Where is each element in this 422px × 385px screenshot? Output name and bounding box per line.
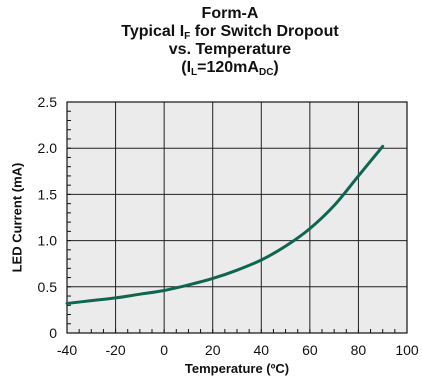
y-tick-label: 1.5 xyxy=(38,186,58,202)
plot-area xyxy=(67,102,407,333)
series-layer xyxy=(65,144,385,305)
x-tick-label: 100 xyxy=(395,342,419,358)
y-tick-label: 2.0 xyxy=(38,140,58,156)
x-tick-label: 40 xyxy=(253,342,269,358)
x-tick-label: -20 xyxy=(105,342,125,358)
x-axis-label: Temperature (ºC) xyxy=(185,361,289,376)
chart-title: Form-A xyxy=(201,5,259,22)
chart-subtitle-2: vs. Temperature xyxy=(168,41,292,58)
x-tick-label: 60 xyxy=(302,342,318,358)
y-tick-label: 2.5 xyxy=(38,94,58,110)
x-tick-label: -40 xyxy=(57,342,77,358)
x-tick-label: 0 xyxy=(160,342,168,358)
y-tick-label: 0.5 xyxy=(38,279,58,295)
y-tick-labels: 0 0.5 1.0 1.5 2.0 2.5 xyxy=(38,94,58,341)
x-tick-labels: -40 -20 0 20 40 60 80 100 xyxy=(57,342,419,358)
chart-condition: (IL=120mADC) xyxy=(181,59,279,78)
x-tick-label: 80 xyxy=(351,342,367,358)
x-tick-label: 20 xyxy=(205,342,221,358)
y-tick-label: 1.0 xyxy=(38,233,58,249)
chart-subtitle: Typical IF for Switch Dropout xyxy=(121,23,339,42)
series-line xyxy=(65,144,385,305)
y-axis-label: LED Current (mA) xyxy=(9,163,24,273)
y-tick-label: 0 xyxy=(49,325,57,341)
tick-marks xyxy=(66,101,408,334)
